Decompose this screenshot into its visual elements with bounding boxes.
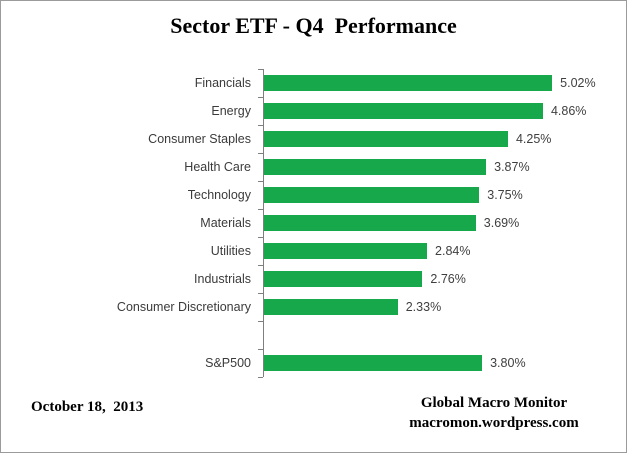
value-label: 3.87%	[494, 160, 530, 174]
axis-tick	[258, 153, 263, 154]
bar-area: 5.02%	[263, 69, 621, 97]
axis-tick	[258, 125, 263, 126]
bar-area: 3.69%	[263, 209, 621, 237]
chart-rows: Financials 5.02% Energy 4.86% Consumer Stapl…	[11, 69, 621, 377]
bar	[264, 355, 483, 371]
category-label: Industrials	[194, 272, 251, 286]
footer-source: Global Macro Monitor macromon.wordpress.…	[384, 393, 604, 434]
category-label: Health Care	[184, 160, 251, 174]
value-label: 2.84%	[435, 244, 471, 258]
value-label: 2.76%	[430, 272, 466, 286]
category-label	[11, 321, 263, 349]
chart-row: Technology 3.75%	[11, 181, 621, 209]
axis-tick	[258, 209, 263, 210]
chart-title: Sector ETF - Q4 Performance	[170, 13, 457, 38]
bar-area: 2.84%	[263, 237, 621, 265]
category-label: S&P500	[205, 356, 251, 370]
bar	[264, 187, 480, 203]
axis-tick	[258, 181, 263, 182]
chart-row: Utilities 2.84%	[11, 237, 621, 265]
axis-tick	[258, 377, 263, 378]
bar	[264, 243, 428, 259]
category-label: Utilities	[210, 244, 251, 258]
category-label: Consumer Staples	[148, 132, 251, 146]
axis-tick	[258, 349, 263, 350]
value-label: 4.25%	[515, 132, 552, 146]
chart-row: S&P500 3.80%	[11, 349, 621, 377]
bar-area: 4.25%	[263, 125, 621, 153]
category-label: Financials	[194, 76, 251, 90]
value-label: 3.80%	[490, 356, 526, 370]
axis-tick	[258, 321, 263, 322]
category-label: Materials	[200, 216, 251, 230]
chart-row: Consumer Staples 4.25%	[11, 125, 621, 153]
axis-tick	[258, 237, 263, 238]
bar	[264, 159, 487, 175]
chart-row: Materials 3.69%	[11, 209, 621, 237]
bar	[264, 299, 398, 315]
axis-tick	[258, 97, 263, 98]
bar-area: 2.76%	[263, 265, 621, 293]
axis-tick	[258, 293, 263, 294]
bar	[264, 271, 423, 287]
bar-area: 3.75%	[263, 181, 621, 209]
chart-row: Energy 4.86%	[11, 97, 621, 125]
bar-area	[263, 321, 621, 349]
chart-row	[11, 321, 621, 349]
value-label: 3.69%	[483, 216, 520, 230]
category-label: Consumer Discretionary	[116, 300, 251, 314]
bar-area: 3.87%	[263, 153, 621, 181]
chart-row: Industrials 2.76%	[11, 265, 621, 293]
value-label: 5.02%	[560, 76, 596, 90]
bar-area: 4.86%	[263, 97, 621, 125]
footer-date: October 18, 2013	[31, 399, 144, 415]
bar	[264, 131, 508, 147]
bar	[264, 215, 476, 231]
bar-area: 3.80%	[263, 349, 621, 377]
footer-source-url: macromon.wordpress.com	[409, 415, 579, 432]
bar-area: 2.33%	[263, 293, 621, 321]
axis-tick	[258, 265, 263, 266]
category-label: Energy	[211, 104, 251, 118]
chart-row: Consumer Discretionary 2.33%	[11, 293, 621, 321]
axis-tick	[258, 69, 263, 70]
bar	[264, 75, 553, 91]
chart-plot-area: Financials 5.02% Energy 4.86% Consumer Stapl…	[11, 69, 621, 378]
category-label: Technology	[187, 188, 251, 202]
value-label: 3.75%	[487, 188, 523, 202]
value-label: 2.33%	[405, 300, 442, 314]
chart-row: Health Care 3.87%	[11, 153, 621, 181]
bar	[264, 103, 543, 119]
chart-row: Financials 5.02%	[11, 69, 621, 97]
footer-source-name: Global Macro Monitor	[420, 395, 568, 411]
value-label: 4.86%	[550, 104, 587, 118]
